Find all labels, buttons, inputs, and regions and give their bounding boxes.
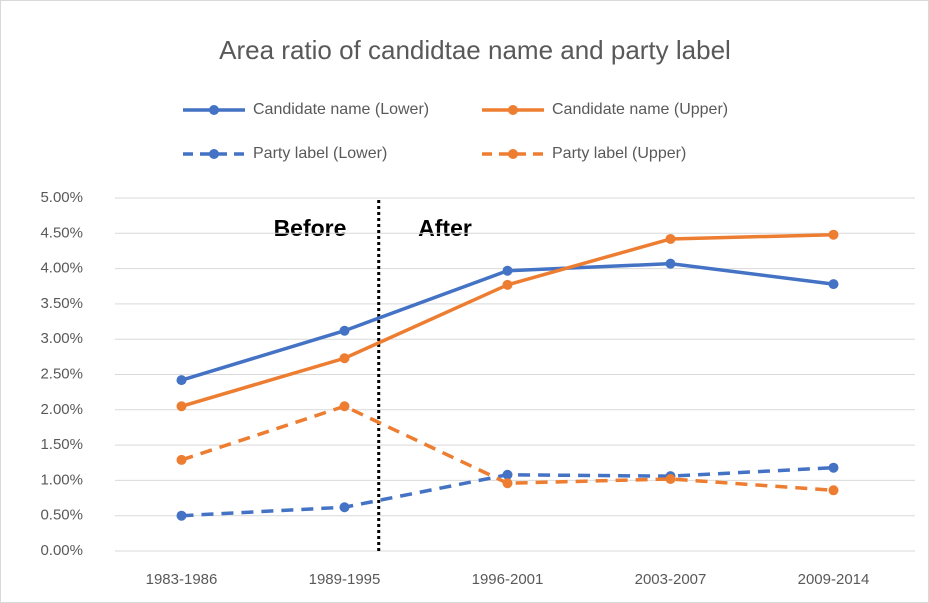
annotation: Before bbox=[274, 215, 347, 241]
legend-marker bbox=[508, 105, 518, 115]
y-tick-label: 4.50% bbox=[40, 224, 83, 241]
marker bbox=[502, 469, 513, 480]
legend-marker bbox=[508, 149, 518, 159]
marker bbox=[828, 462, 839, 473]
marker bbox=[828, 279, 839, 290]
y-tick-label: 1.50% bbox=[40, 436, 83, 453]
legend-marker bbox=[209, 105, 219, 115]
y-tick-label: 1.00% bbox=[40, 471, 83, 488]
marker bbox=[665, 258, 676, 269]
marker bbox=[339, 353, 350, 364]
x-tick-label: 1989-1995 bbox=[309, 571, 381, 588]
marker bbox=[176, 510, 187, 521]
y-tick-label: 2.00% bbox=[40, 401, 83, 418]
marker bbox=[828, 229, 839, 240]
y-tick-label: 5.00% bbox=[40, 189, 83, 206]
y-tick-label: 3.00% bbox=[40, 330, 83, 347]
y-tick-label: 0.50% bbox=[40, 507, 83, 524]
legend-label: Candidate name (Upper) bbox=[552, 101, 728, 118]
marker bbox=[828, 485, 839, 496]
marker bbox=[339, 401, 350, 412]
y-tick-label: 4.00% bbox=[40, 260, 83, 277]
y-tick-label: 0.00% bbox=[40, 542, 83, 559]
x-tick-label: 1983-1986 bbox=[146, 571, 218, 588]
marker bbox=[502, 265, 513, 276]
marker bbox=[502, 478, 513, 489]
chart-title: Area ratio of candidtae name and party l… bbox=[219, 35, 731, 65]
legend-label: Candidate name (Lower) bbox=[253, 101, 429, 118]
marker bbox=[176, 375, 187, 386]
x-tick-label: 2009-2014 bbox=[798, 571, 870, 588]
marker bbox=[502, 279, 513, 290]
marker bbox=[176, 401, 187, 412]
legend-marker bbox=[209, 149, 219, 159]
legend-label: Party label (Upper) bbox=[552, 145, 686, 162]
x-tick-label: 2003-2007 bbox=[635, 571, 707, 588]
marker bbox=[665, 473, 676, 484]
marker bbox=[339, 325, 350, 336]
legend-label: Party label (Lower) bbox=[253, 145, 387, 162]
x-tick-label: 1996-2001 bbox=[472, 571, 544, 588]
marker bbox=[665, 233, 676, 244]
y-tick-label: 2.50% bbox=[40, 365, 83, 382]
marker bbox=[176, 454, 187, 465]
y-tick-label: 3.50% bbox=[40, 295, 83, 312]
marker bbox=[339, 502, 350, 513]
annotation: After bbox=[418, 215, 472, 241]
